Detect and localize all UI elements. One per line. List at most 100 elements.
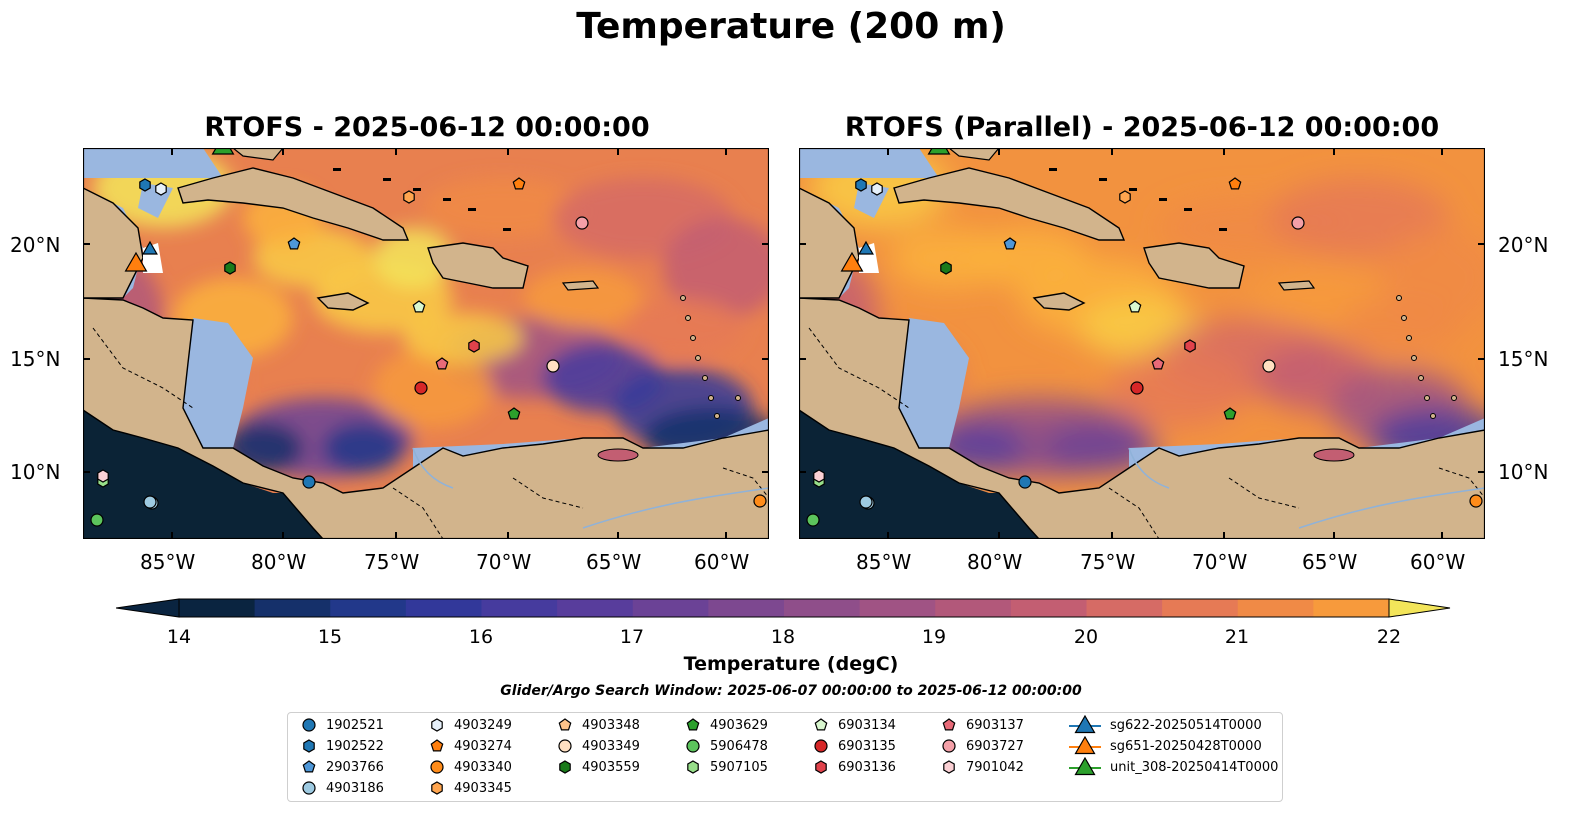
argo-marker-4903345[interactable] (403, 190, 415, 204)
legend-label: 6903136 (838, 759, 896, 775)
legend-marker-icon[interactable] (302, 760, 316, 773)
argo-marker-4903349[interactable] (546, 359, 560, 373)
argo-marker-4903349[interactable] (1262, 359, 1276, 373)
argo-marker-1902522[interactable] (139, 178, 151, 192)
hispaniola-land (1143, 242, 1245, 289)
legend-marker-icon[interactable] (942, 718, 956, 731)
argo-marker-6903137[interactable] (435, 357, 449, 370)
legend-marker-icon[interactable] (686, 718, 700, 731)
legend-marker-icon[interactable] (815, 760, 827, 774)
lon-label-80w: 80°W (251, 550, 307, 574)
legend-item: 5906478 (684, 736, 768, 756)
legend-marker-icon[interactable] (1074, 715, 1096, 734)
legend-label: 4903559 (582, 759, 640, 775)
argo-marker-4903559[interactable] (224, 261, 236, 275)
argo-marker-4903629[interactable] (1223, 407, 1237, 420)
legend-item: 1902522 (300, 736, 384, 756)
argo-marker-6903135[interactable] (414, 381, 428, 395)
legend-item: 4903559 (556, 757, 640, 777)
argo-marker-6903727[interactable] (1291, 216, 1305, 230)
argo-marker-5906478[interactable] (90, 513, 104, 527)
legend-item: 6903135 (812, 736, 896, 756)
argo-marker-4903249[interactable] (155, 182, 167, 196)
legend-marker-icon[interactable] (302, 781, 316, 795)
map-panel-rtofs[interactable] (83, 148, 769, 539)
legend-marker-icon[interactable] (814, 739, 828, 753)
colorbar-tick: 20 (1073, 626, 1099, 648)
hispaniola-land (427, 242, 529, 289)
argo-marker-4903186[interactable] (143, 495, 157, 509)
colorbar-segment (935, 599, 1012, 617)
legend-item: 4903348 (556, 715, 640, 735)
central-south-america-land (799, 297, 1485, 539)
legend-item: 4903345 (428, 778, 512, 798)
legend-marker-icon[interactable] (558, 718, 572, 731)
legend-marker-icon[interactable] (431, 781, 443, 795)
legend-item: 4903349 (556, 736, 640, 756)
legend-marker-icon[interactable] (302, 718, 316, 732)
argo-marker-6903135[interactable] (1130, 381, 1144, 395)
legend-label: 7901042 (966, 759, 1024, 775)
argo-marker-4903559[interactable] (940, 261, 952, 275)
argo-marker-4903274[interactable] (512, 177, 526, 190)
argo-marker-6903136[interactable] (1184, 339, 1196, 353)
legend-label: 1902522 (326, 738, 384, 754)
argo-marker-2903766[interactable] (1003, 237, 1017, 250)
argo-marker-4903629[interactable] (507, 407, 521, 420)
argo-marker-4903186[interactable] (859, 495, 873, 509)
legend-marker-icon[interactable] (558, 739, 572, 753)
glider-marker-sg622[interactable] (858, 240, 874, 255)
central-south-america-land (83, 297, 769, 539)
argo-marker-4903340[interactable] (1469, 494, 1483, 508)
legend-label: 4903274 (454, 738, 512, 754)
lat-label-10n: 10°N (1498, 460, 1549, 484)
colorbar-segment (859, 599, 936, 617)
glider-marker-unit308[interactable] (927, 148, 951, 155)
glider-marker-sg651[interactable] (124, 251, 148, 272)
legend-marker-icon[interactable] (430, 760, 444, 774)
argo-marker-4903274[interactable] (1228, 177, 1242, 190)
glider-marker-sg622[interactable] (142, 240, 158, 255)
argo-marker-6903134[interactable] (1128, 300, 1142, 313)
argo-marker-1902522[interactable] (855, 178, 867, 192)
legend-marker-icon[interactable] (942, 739, 956, 753)
lon-label-70w: 70°W (1192, 550, 1248, 574)
argo-marker-4903345[interactable] (1119, 190, 1131, 204)
argo-marker-4903249[interactable] (871, 182, 883, 196)
argo-marker-2903766[interactable] (287, 237, 301, 250)
legend-label: 4903345 (454, 780, 512, 796)
argo-marker-1902521[interactable] (302, 475, 316, 489)
legend-marker-icon[interactable] (430, 739, 444, 752)
glider-marker-unit308[interactable] (211, 148, 235, 155)
legend-item: 4903249 (428, 715, 512, 735)
legend-item: 4903186 (300, 778, 384, 798)
legend-label: 1902521 (326, 717, 384, 733)
legend-marker-icon[interactable] (1074, 757, 1096, 776)
legend-marker-icon[interactable] (686, 739, 700, 753)
map-panel-rtofs-parallel[interactable] (799, 148, 1485, 539)
colorbar-segment (179, 599, 256, 617)
legend-marker-icon[interactable] (303, 739, 315, 753)
legend-marker-icon[interactable] (814, 718, 828, 731)
legend-marker-icon[interactable] (431, 718, 443, 732)
argo-marker-6903136[interactable] (468, 339, 480, 353)
legend-marker-icon[interactable] (559, 760, 571, 774)
lon-label-85w: 85°W (140, 550, 196, 574)
argo-marker-6903727[interactable] (575, 216, 589, 230)
lat-label-20n: 20°N (1498, 233, 1549, 257)
legend-marker-icon[interactable] (943, 760, 955, 774)
glider-marker-sg651[interactable] (840, 251, 864, 272)
argo-marker-1902521[interactable] (1018, 475, 1032, 489)
legend-marker-icon[interactable] (1074, 736, 1096, 755)
lon-label-60w: 60°W (694, 550, 750, 574)
colorbar-max-extension (1388, 598, 1451, 618)
colorbar-segment (708, 599, 785, 617)
argo-marker-7901042[interactable] (97, 469, 109, 483)
argo-marker-6903134[interactable] (412, 300, 426, 313)
legend-marker-icon[interactable] (687, 760, 699, 774)
argo-marker-7901042[interactable] (813, 469, 825, 483)
argo-marker-6903137[interactable] (1151, 357, 1165, 370)
argo-marker-5906478[interactable] (806, 513, 820, 527)
argo-marker-4903340[interactable] (753, 494, 767, 508)
legend-label: unit_308-20250414T0000 (1110, 759, 1279, 775)
